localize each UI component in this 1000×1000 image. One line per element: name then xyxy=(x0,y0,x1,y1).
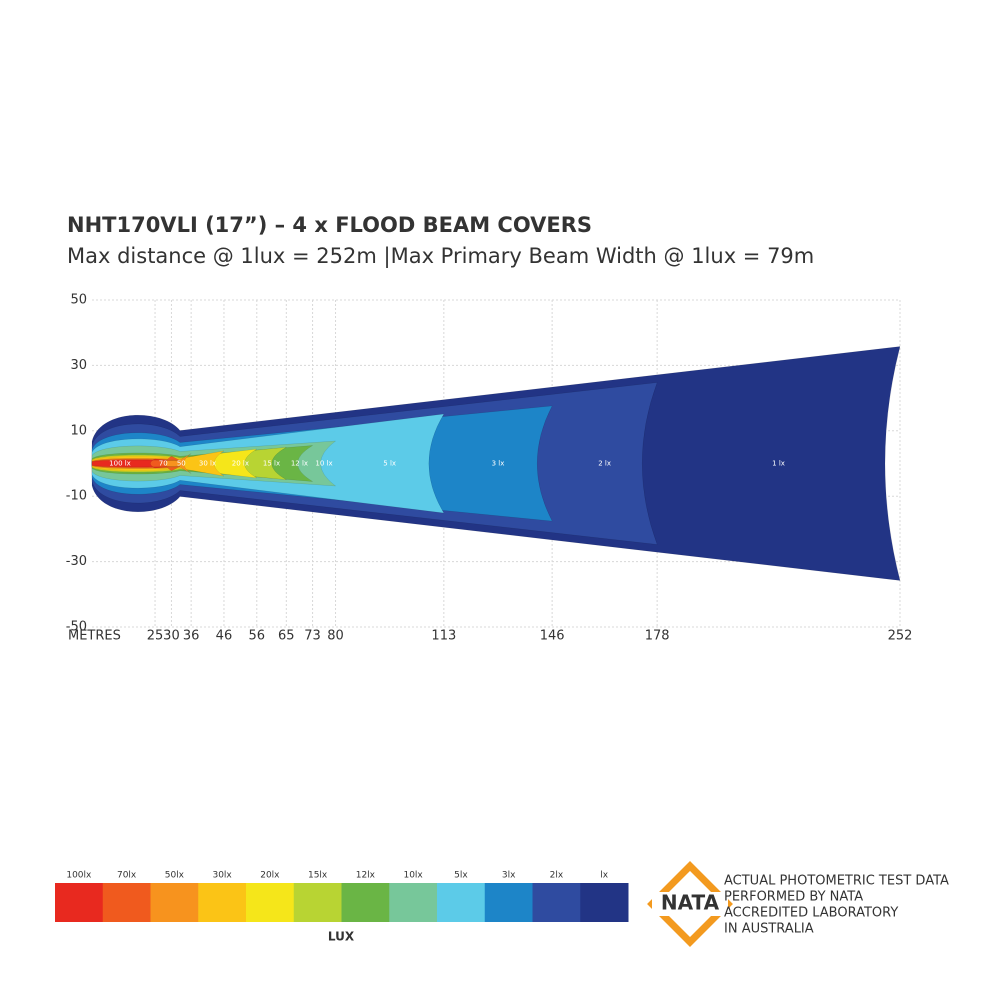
contour-label: 5 lx xyxy=(383,460,396,468)
y-tick-label: -10 xyxy=(66,489,87,504)
legend-swatch xyxy=(484,883,533,922)
legend-swatch xyxy=(246,883,295,922)
legend-swatch xyxy=(437,883,486,922)
nata-band xyxy=(652,892,728,916)
contour-label: 20 lx xyxy=(232,460,249,468)
legend-swatch xyxy=(532,883,581,922)
legend-title: LUX xyxy=(328,930,355,944)
nata-line: IN AUSTRALIA xyxy=(724,922,814,937)
x-tick-label: 178 xyxy=(645,629,670,644)
x-tick-label: 56 xyxy=(249,629,266,644)
y-tick-label: 10 xyxy=(70,423,87,438)
legend-label: lx xyxy=(600,871,609,881)
legend-swatch xyxy=(55,883,104,922)
legend-label: 50lx xyxy=(165,871,185,881)
legend-label: 5lx xyxy=(454,871,468,881)
legend-label: 70lx xyxy=(117,871,137,881)
beam-contour xyxy=(91,458,181,469)
contour-label: 12 lx xyxy=(291,460,308,468)
nata-diamond xyxy=(647,861,733,947)
y-tick-label: 30 xyxy=(70,358,87,373)
legend-swatch xyxy=(150,883,199,922)
legend-label: 20lx xyxy=(260,871,280,881)
x-tick-label: 113 xyxy=(431,629,456,644)
legend-swatch xyxy=(389,883,438,922)
nata-line: ACTUAL PHOTOMETRIC TEST DATA xyxy=(724,874,949,889)
legend-label: 30lx xyxy=(212,871,232,881)
legend-swatch xyxy=(293,883,342,922)
contour-label: 50 xyxy=(177,460,186,468)
legend-swatch xyxy=(580,883,629,922)
contour-label: 70 xyxy=(159,460,168,468)
legend-label: 15lx xyxy=(308,871,328,881)
legend-label: 12lx xyxy=(356,871,376,881)
x-tick-label: 30 xyxy=(163,629,180,644)
legend-swatch xyxy=(198,883,247,922)
x-tick-label: 146 xyxy=(540,629,565,644)
x-axis-label: METRES xyxy=(68,629,121,644)
contour-label: 3 lx xyxy=(492,460,505,468)
nata-logo: NATA xyxy=(661,891,720,915)
nata-badge: NATA ACTUAL PHOTOMETRIC TEST DATA PERFOR… xyxy=(647,861,949,947)
legend-label: 10lx xyxy=(403,871,423,881)
legend-swatch xyxy=(341,883,390,922)
contour-label: 1 lx xyxy=(772,460,785,468)
contour-label: 100 lx xyxy=(109,460,131,468)
legend: 100lx 70lx 50lx 30lx 20lx 15lx 12lx 10lx 5lx 3lx 2… xyxy=(55,871,629,944)
legend-label: 2lx xyxy=(550,871,564,881)
y-tick-label: -50 xyxy=(66,620,87,635)
x-tick-label: 25 xyxy=(147,629,164,644)
x-tick-label: 73 xyxy=(304,629,321,644)
nata-line: ACCREDITED LABORATORY xyxy=(724,906,898,921)
legend-swatch xyxy=(102,883,151,922)
x-tick-label: 36 xyxy=(183,629,200,644)
legend-label: 100lx xyxy=(66,871,92,881)
contour-label: 30 lx xyxy=(199,460,216,468)
contour-label: 10 lx xyxy=(315,460,332,468)
y-tick-label: -30 xyxy=(66,554,87,569)
contour-label: 2 lx xyxy=(598,460,611,468)
x-tick-label: 46 xyxy=(216,629,233,644)
nata-line: PERFORMED BY NATA xyxy=(724,890,863,905)
legend-label: 3lx xyxy=(502,871,516,881)
x-tick-label: 80 xyxy=(327,629,344,644)
x-tick-label: 65 xyxy=(278,629,295,644)
chart-subtitle: Max distance @ 1lux = 252m |Max Primary … xyxy=(67,244,814,269)
x-tick-label: 252 xyxy=(888,629,913,644)
contour-label: 15 lx xyxy=(263,460,280,468)
y-tick-label: 50 xyxy=(70,293,87,308)
chart-title: NHT170VLI (17”) – 4 x FLOOD BEAM COVERS xyxy=(67,213,592,237)
